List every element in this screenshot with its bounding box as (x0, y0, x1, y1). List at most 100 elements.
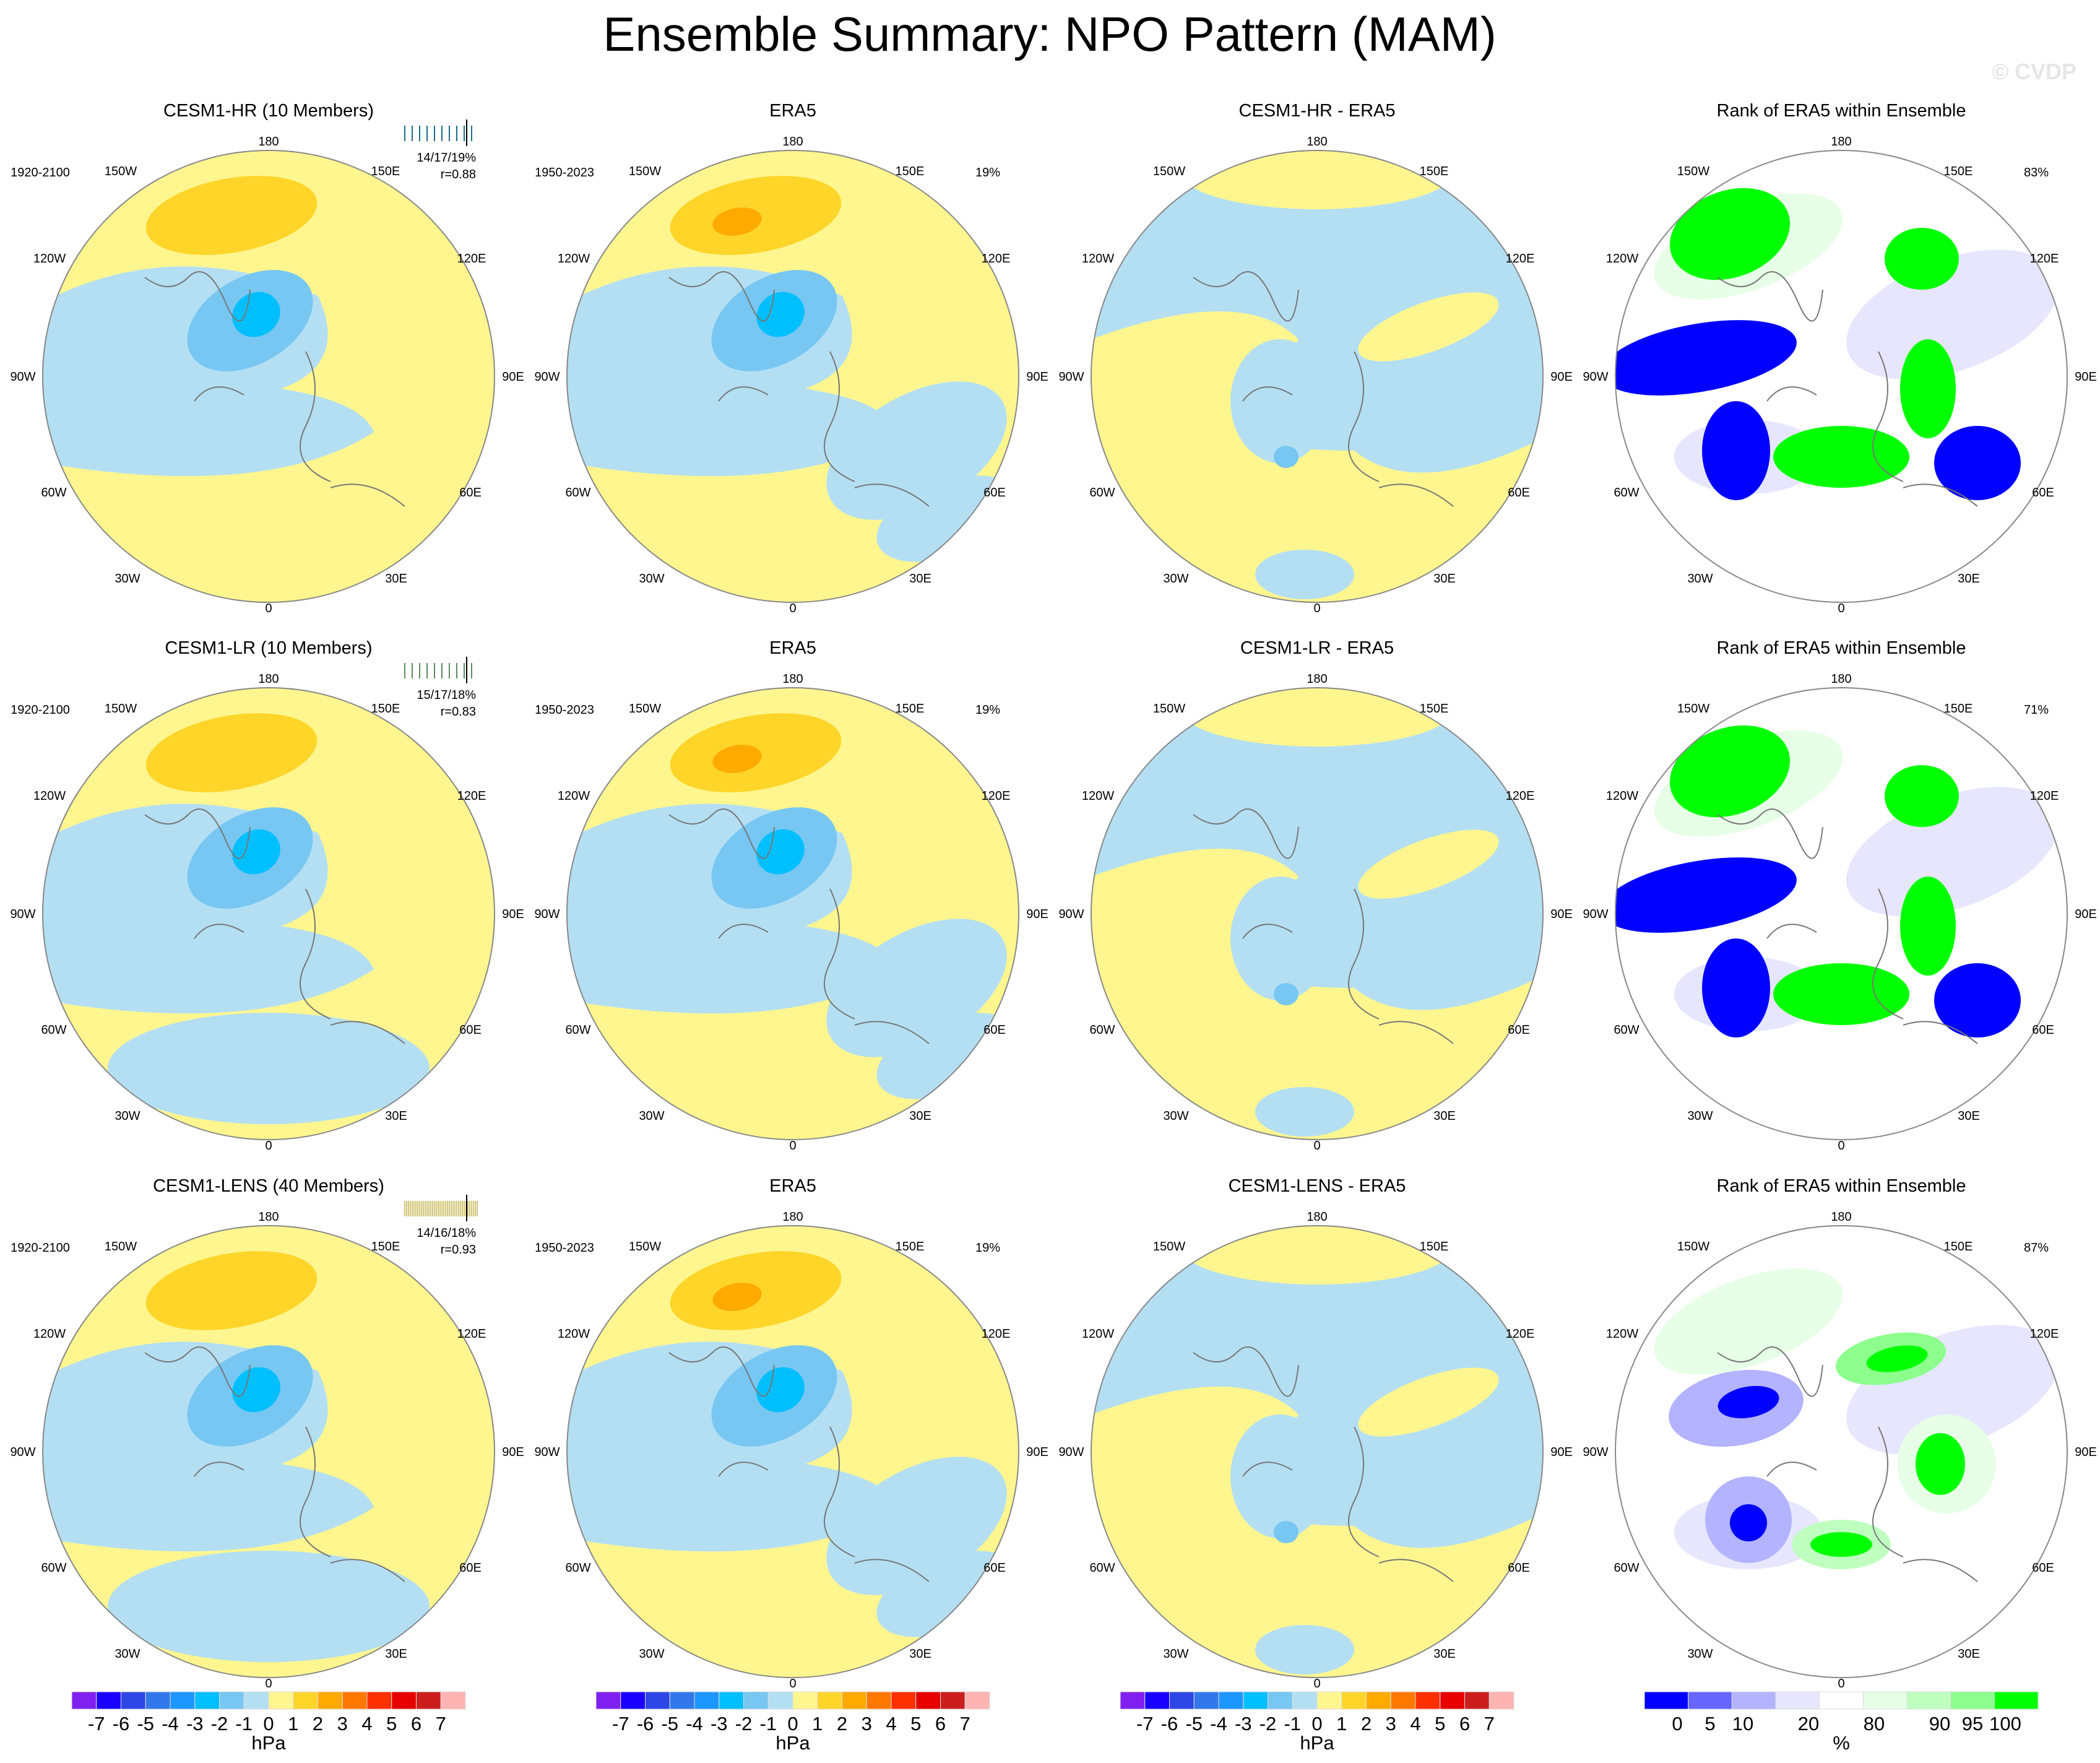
contour-region (145, 1251, 318, 1330)
longitude-label: 90W (1058, 907, 1084, 921)
map-field (1615, 150, 2067, 602)
colorbar-unit: % (1833, 1732, 1850, 1754)
coastlines (668, 808, 930, 1044)
longitude-label: 150W (1153, 1240, 1185, 1254)
contour-region (1654, 1268, 1843, 1375)
colorbar-tick-label: -5 (137, 1713, 154, 1735)
longitude-label: 90W (534, 370, 560, 384)
longitude-label: 150E (1420, 702, 1449, 716)
colorbar-swatch (170, 1691, 196, 1710)
longitude-label: 120W (1606, 789, 1638, 803)
map-border (1091, 687, 1544, 1140)
contour-region (1885, 765, 1959, 827)
longitude-label: 150W (1677, 1240, 1709, 1254)
colorbar-tick-label: 0 (787, 1713, 798, 1735)
longitude-label: 0 (265, 1677, 272, 1691)
longitude-label: 150E (896, 165, 925, 178)
colorbar-tick-label: -6 (637, 1713, 654, 1735)
longitude-label: 30E (385, 1109, 407, 1123)
colorbar-tick-label: 80 (1864, 1713, 1885, 1735)
longitude-label: 150W (629, 702, 661, 716)
longitude-label: 120W (1082, 1327, 1114, 1341)
colorbar-swatch (440, 1691, 466, 1710)
map-border (42, 150, 495, 603)
colorbar-swatch (669, 1691, 695, 1710)
colorbar-swatch (1775, 1691, 1820, 1710)
contour-region (232, 292, 280, 337)
longitude-label: 150W (1677, 702, 1709, 716)
map-panel-obs-row2: ERA5 180 150E 120E 90E 60E 30E 0 30W 60W 90W 120W 15… (534, 638, 1048, 1153)
pattern-pct-label: 19% (975, 166, 1000, 180)
colorbar-swatch (96, 1691, 121, 1710)
colorbar-tick-label: 0 (263, 1713, 274, 1735)
colorbar-tick-label: 95 (1962, 1713, 1983, 1735)
colorbar-swatch (1906, 1691, 1951, 1710)
contour-region (145, 176, 318, 255)
longitude-label: 120E (982, 252, 1011, 266)
longitude-label: 180 (782, 672, 803, 686)
panel-title: CESM1-LENS - ERA5 (1229, 1176, 1406, 1196)
longitude-label: 90W (1583, 370, 1608, 384)
coastlines (144, 1346, 405, 1582)
colorbar-swatch (620, 1691, 646, 1710)
longitude-label: 120E (2030, 1327, 2059, 1341)
map-border (1615, 1225, 2068, 1678)
longitude-label: 120W (33, 789, 66, 803)
map-field (1091, 1226, 1543, 1678)
longitude-label: 90W (10, 1445, 35, 1459)
colorbar-tick-label: 7 (960, 1713, 970, 1735)
pattern-pct-label: 87% (2024, 1241, 2049, 1255)
colorbar-swatch (1489, 1691, 1515, 1710)
longitude-label: 180 (1307, 672, 1327, 686)
longitude-label: 60W (1089, 1023, 1115, 1037)
colorbar-swatch (1341, 1691, 1367, 1710)
colorbar-tick-label: 100 (1989, 1713, 2021, 1735)
colorbar-tick-label: -2 (211, 1713, 228, 1735)
colorbar-swatch (1193, 1691, 1219, 1710)
colorbar-swatch (1120, 1691, 1146, 1710)
colorbar-tick-label: -1 (759, 1713, 777, 1735)
longitude-label: 30W (1687, 572, 1713, 586)
colorbar-swatch (194, 1691, 220, 1710)
colorbar-swatch (891, 1691, 917, 1710)
map-border (1615, 150, 2068, 603)
colorbar-tick-label: 5 (910, 1713, 921, 1735)
colorbar-tick-label: 4 (1410, 1713, 1420, 1735)
contour-region (1730, 1504, 1767, 1541)
contour-region (1900, 877, 1956, 976)
longitude-label: 120W (1606, 1327, 1638, 1341)
colorbar-tick-label: 5 (386, 1713, 397, 1735)
longitude-label: 180 (258, 1210, 279, 1224)
longitude-label: 30E (1433, 1647, 1456, 1661)
longitude-label: 90W (1058, 370, 1084, 384)
colorbar-swatch (1440, 1691, 1465, 1710)
contour-region (1900, 339, 1956, 438)
colorbar-swatch (1316, 1691, 1342, 1710)
coastlines (144, 271, 405, 507)
colorbar-swatch (694, 1691, 720, 1710)
longitude-label: 60E (1508, 1023, 1530, 1037)
colorbar-swatch (915, 1691, 941, 1710)
colorbar-tick-label: -5 (1185, 1713, 1203, 1735)
longitude-label: 180 (258, 672, 279, 686)
longitude-label: 90E (502, 907, 524, 921)
colorbar-swatch (1950, 1691, 1995, 1710)
contour-region (108, 1551, 430, 1662)
longitude-label: 180 (1307, 135, 1327, 149)
map-field (567, 1226, 1019, 1678)
longitude-label: 60E (2032, 486, 2054, 500)
longitude-label: 30W (115, 1647, 140, 1661)
longitude-label: 150W (105, 1240, 137, 1254)
pattern-pct-label: 19% (975, 703, 1000, 717)
colorbar-tick-label: -1 (235, 1713, 253, 1735)
longitude-label: 180 (782, 135, 803, 149)
longitude-label: 0 (789, 1139, 796, 1153)
colorbar-swatch (318, 1691, 343, 1710)
longitude-label: 0 (265, 1139, 272, 1153)
map-panel-model-row3: CESM1-LENS (40 Members) 180 150E 120E 90E 60E… (10, 1176, 524, 1691)
colorbar-tick-label: 90 (1929, 1713, 1950, 1735)
longitude-label: 90W (534, 907, 560, 921)
longitude-label: 180 (1831, 135, 1851, 149)
period-label: 1950-2023 (535, 166, 594, 180)
contour-region (1702, 401, 1770, 500)
